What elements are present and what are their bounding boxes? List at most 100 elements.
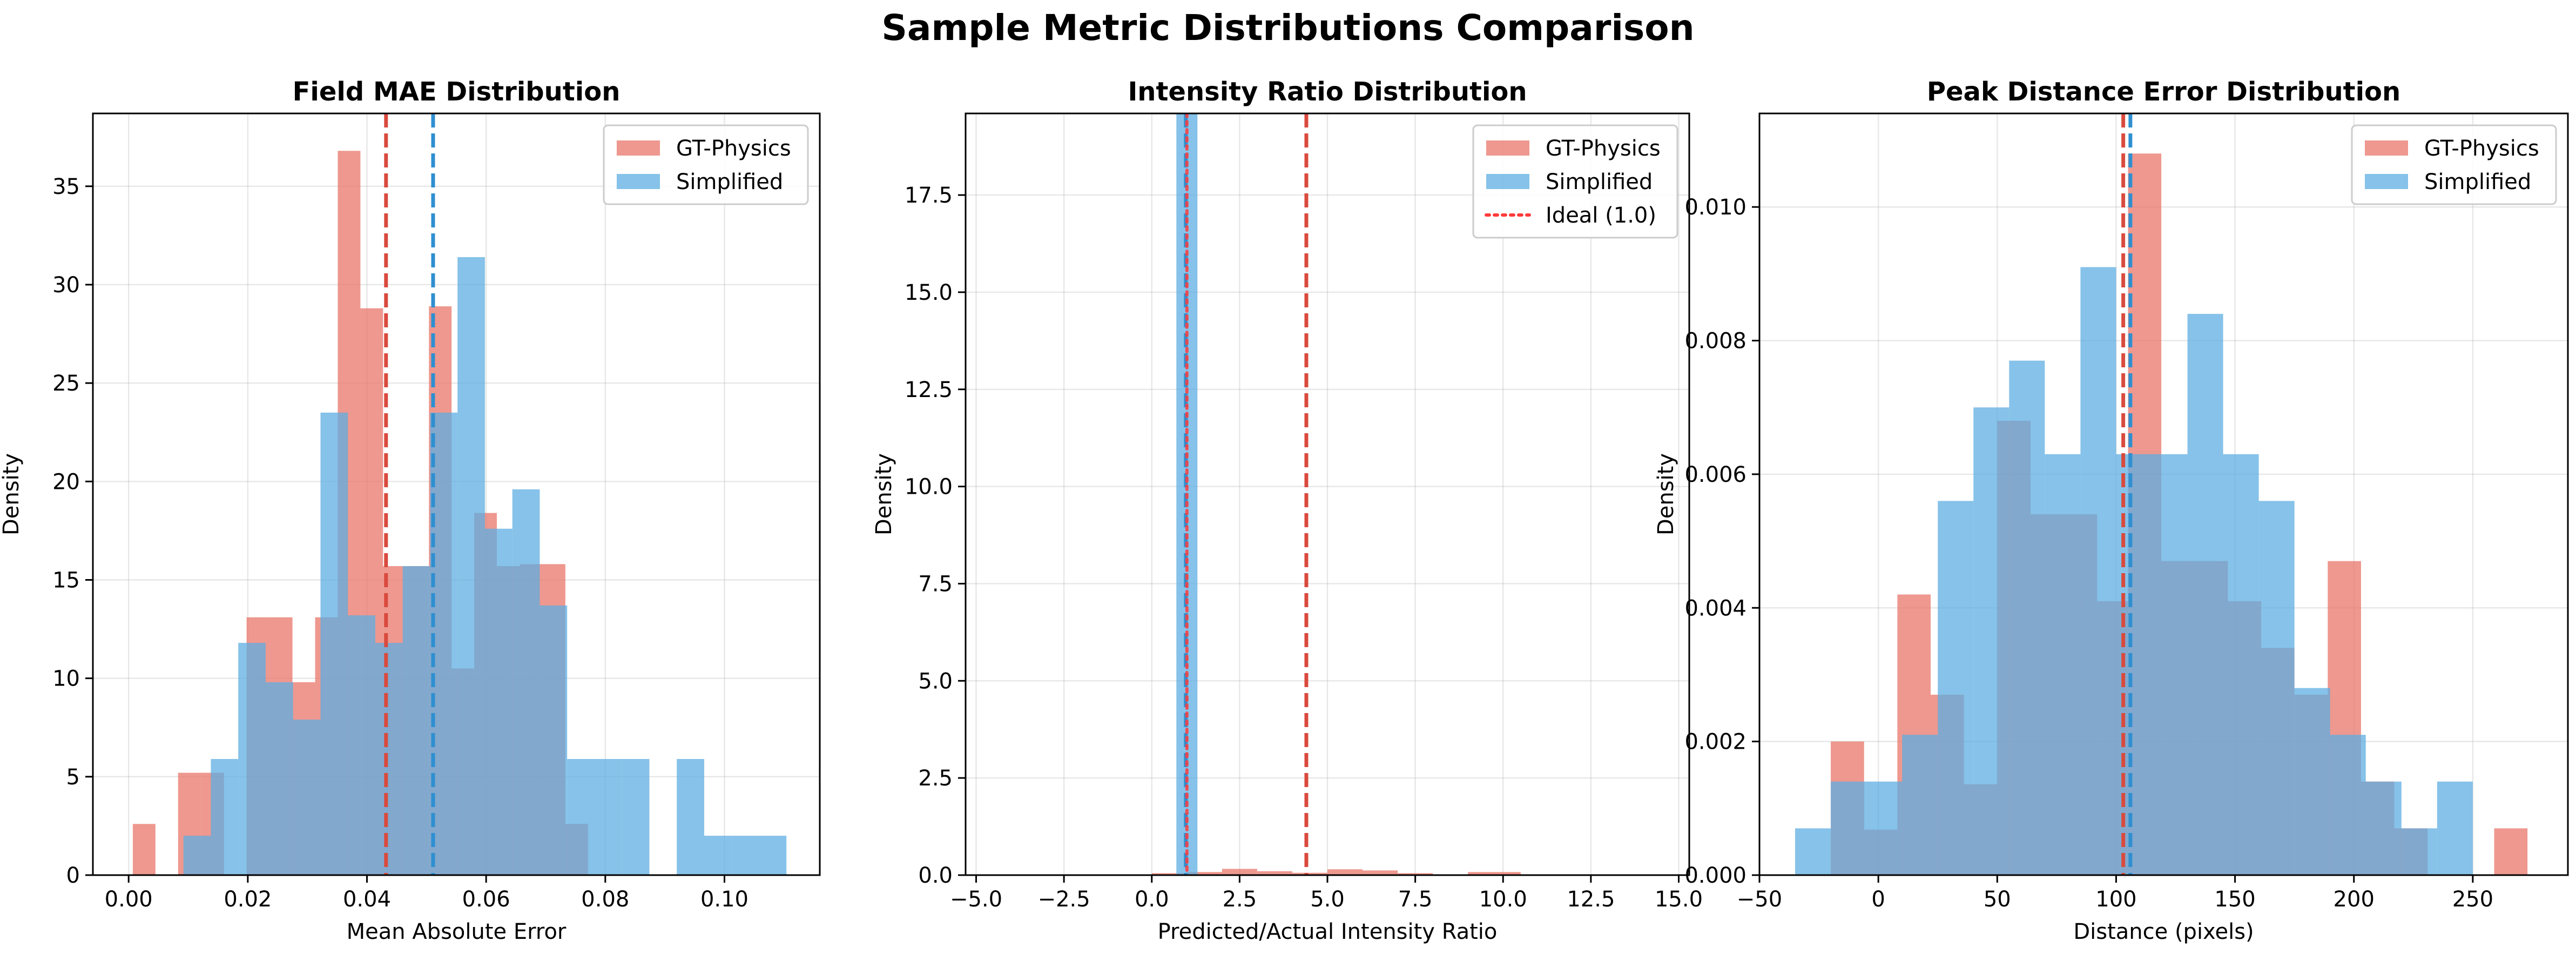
x-axis-label: Distance (pixels) xyxy=(2073,919,2254,944)
histogram-bar-gt-physics xyxy=(1398,873,1433,875)
y-tick-label: 35 xyxy=(52,174,80,199)
x-tick-label: 0.04 xyxy=(343,887,391,912)
y-tick-label: 2.5 xyxy=(918,766,953,791)
x-tick-label: 250 xyxy=(2452,887,2493,912)
histogram-bar-simplified xyxy=(2365,781,2402,875)
histogram-bar-simplified xyxy=(211,759,239,875)
histogram-bar-simplified xyxy=(540,605,568,875)
histogram-bar-simplified xyxy=(457,257,485,875)
y-tick-label: 10 xyxy=(52,667,80,691)
plot-area xyxy=(132,113,787,875)
x-tick-label: 50 xyxy=(1984,887,2011,912)
histogram-bar-simplified xyxy=(265,682,293,875)
legend-label: Simplified xyxy=(1546,170,1653,194)
plot-area xyxy=(1116,113,1521,875)
y-tick-label: 0.010 xyxy=(1684,195,1746,220)
histogram-bar-simplified xyxy=(402,566,430,875)
histogram-bar-simplified xyxy=(1938,501,1974,875)
y-tick-label: 0 xyxy=(66,863,80,888)
histogram-bar-simplified xyxy=(1902,735,1938,875)
legend: GT-Physics Simplified xyxy=(2351,124,2557,205)
axes-frame xyxy=(92,112,821,876)
histogram-bar-simplified xyxy=(1866,781,1903,875)
y-tick-label: 10.0 xyxy=(905,475,953,500)
chart-panel-1: 0.00 0.02 0.04 0.06 0.08 0.10 0 5 10 15 20 25 30 35 Fi… xyxy=(0,77,821,944)
y-tick-label: 25 xyxy=(52,371,80,396)
histogram-bar-gt-physics xyxy=(2494,828,2528,875)
y-tick-label: 5.0 xyxy=(918,669,953,694)
legend-label: GT-Physics xyxy=(676,136,791,161)
x-tick-label: 100 xyxy=(2095,887,2136,912)
x-tick-label: 5.0 xyxy=(1310,887,1345,912)
y-tick-label: 0.000 xyxy=(1684,863,1746,888)
histogram-bar-simplified xyxy=(2045,454,2081,875)
x-tick-label: 200 xyxy=(2334,887,2375,912)
histogram-bar-simplified xyxy=(622,759,650,875)
legend-label: GT-Physics xyxy=(1546,136,1661,161)
y-tick-label: 20 xyxy=(52,469,80,494)
histogram-bar-simplified xyxy=(484,528,512,875)
histogram-bar-simplified xyxy=(238,643,266,875)
x-tick-label: −2.5 xyxy=(1038,887,1090,912)
x-axis-label: Predicted/Actual Intensity Ratio xyxy=(1158,919,1498,944)
histogram-bar-gt-physics xyxy=(1292,872,1327,875)
x-tick-label: 0.0 xyxy=(1135,887,1169,912)
x-tick-label: 2.5 xyxy=(1223,887,1257,912)
histogram-bar-gt-physics xyxy=(1257,871,1292,875)
y-tick-label: 0.002 xyxy=(1684,730,1746,755)
y-tick-label: 5 xyxy=(66,765,80,790)
plot-area xyxy=(1795,113,2528,875)
legend: GT-Physics Simplified xyxy=(603,124,809,205)
x-tick-label: 0.08 xyxy=(581,887,629,912)
histogram-bar-simplified xyxy=(2330,735,2366,875)
legend-label: Ideal (1.0) xyxy=(1546,203,1656,228)
histogram-bar-simplified xyxy=(2009,360,2045,875)
legend: GT-Physics Simplified Ideal (1.0) xyxy=(1472,124,1678,239)
histogram-bar-gt-physics xyxy=(1151,873,1187,875)
histogram-bar-gt-physics xyxy=(1327,869,1363,875)
y-tick-label: 0.004 xyxy=(1684,596,1746,621)
x-tick-label: 0.00 xyxy=(105,887,153,912)
legend-swatch xyxy=(1486,174,1529,189)
histogram-bar-simplified xyxy=(2294,688,2330,875)
y-tick-label: 0.006 xyxy=(1684,462,1746,487)
histogram-bar-simplified xyxy=(2401,828,2437,875)
histogram-bar-simplified xyxy=(704,836,732,875)
legend-label: GT-Physics xyxy=(2424,136,2539,161)
histogram-bar-simplified xyxy=(293,720,321,875)
x-axis-label: Mean Absolute Error xyxy=(347,919,567,944)
histogram-bar-simplified xyxy=(320,412,348,875)
histogram-bar-gt-physics xyxy=(1186,872,1222,875)
x-tick-label: −5.0 xyxy=(950,887,1002,912)
histogram-bar-simplified xyxy=(759,836,787,875)
y-axis-label: Density xyxy=(1654,453,1678,535)
chart-title: Intensity Ratio Distribution xyxy=(1128,77,1527,107)
legend-label: Simplified xyxy=(2424,170,2531,194)
chart-panel-3: −50 0 50 100 150 200 250 0.000 0.002 0.004 0.006 0.… xyxy=(1654,77,2569,944)
histogram-bar-gt-physics xyxy=(1222,869,1257,875)
x-tick-label: 15.0 xyxy=(1655,887,1703,912)
x-tick-label: 0 xyxy=(1871,887,1885,912)
chart-panel-2: −5.0 −2.5 0.0 2.5 5.0 7.5 10.0 12.5 15.0 0.0 2.5 5.… xyxy=(872,77,1703,944)
histogram-bar-simplified xyxy=(567,759,595,875)
x-tick-label: 7.5 xyxy=(1398,887,1433,912)
chart-title: Field MAE Distribution xyxy=(293,77,621,107)
histogram-bar-simplified xyxy=(2152,454,2188,875)
histogram-bar-gt-physics xyxy=(1468,872,1521,875)
histogram-bar-simplified xyxy=(731,836,759,875)
histogram-bar-gt-physics xyxy=(1363,870,1398,875)
x-tick-label: 0.06 xyxy=(462,887,510,912)
legend-swatch xyxy=(1486,140,1529,156)
histogram-bar-simplified xyxy=(1795,828,1831,875)
histogram-bar-simplified xyxy=(2080,267,2116,875)
y-tick-label: 7.5 xyxy=(918,572,953,596)
y-axis-label: Density xyxy=(0,453,24,535)
histogram-bar-gt-physics xyxy=(132,824,156,875)
legend-swatch xyxy=(617,140,660,156)
histogram-bar-simplified xyxy=(1831,781,1867,875)
x-tick-label: 0.10 xyxy=(700,887,748,912)
x-tick-label: 10.0 xyxy=(1479,887,1527,912)
histogram-bar-simplified xyxy=(677,759,704,875)
y-tick-label: 15.0 xyxy=(905,280,953,305)
